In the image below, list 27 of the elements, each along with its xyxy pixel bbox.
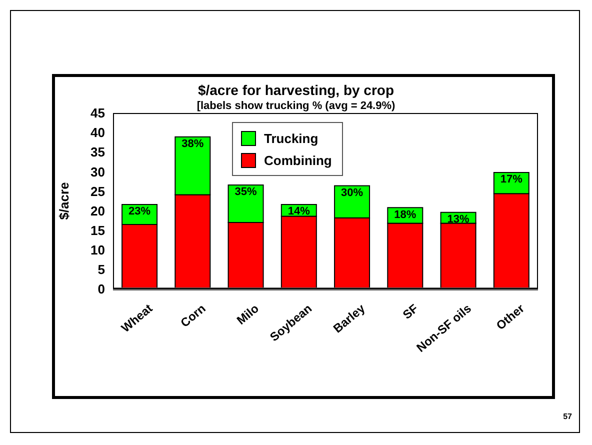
x-tick-label: Corn bbox=[178, 301, 208, 330]
y-tick-label: 5 bbox=[98, 262, 105, 278]
y-tick-label: 10 bbox=[90, 242, 105, 258]
annotation: 18% bbox=[394, 208, 416, 221]
y-tick-label: 25 bbox=[90, 184, 105, 199]
annotation: 14% bbox=[288, 206, 310, 218]
y-tick-label: 20 bbox=[90, 203, 105, 218]
chart-title: $/acre for harvesting, by crop bbox=[196, 82, 396, 98]
x-tick-label: SF bbox=[400, 301, 421, 322]
legend-label: Trucking bbox=[264, 130, 318, 146]
chart-subtitle: [labels show trucking % (avg = 24.9%) bbox=[196, 100, 396, 112]
annotation: 38% bbox=[182, 138, 204, 150]
text: 57 bbox=[563, 412, 572, 421]
y-tick-label: 0 bbox=[98, 282, 105, 297]
y-tick-label: 30 bbox=[90, 164, 105, 180]
annotation: 13% bbox=[447, 214, 470, 226]
y-tick-label: 15 bbox=[90, 222, 105, 238]
annotation: 30% bbox=[341, 186, 364, 199]
annotation: 35% bbox=[234, 186, 258, 198]
y-tick-label: 45 bbox=[90, 106, 105, 121]
y-axis-title: $/acre bbox=[56, 182, 72, 220]
annotation: 23% bbox=[128, 206, 151, 218]
x-tick-label: Milo bbox=[234, 301, 262, 328]
y-tick-label: 40 bbox=[90, 125, 105, 140]
legend-label: Combining bbox=[264, 152, 332, 168]
y-tick-label: 35 bbox=[90, 144, 105, 160]
annotation: 17% bbox=[500, 174, 523, 186]
